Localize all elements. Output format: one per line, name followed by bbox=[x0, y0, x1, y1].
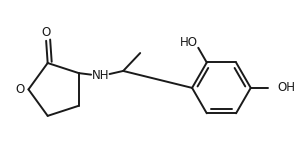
Text: NH: NH bbox=[92, 69, 110, 82]
Text: HO: HO bbox=[179, 36, 197, 49]
Text: O: O bbox=[15, 83, 25, 96]
Text: OH: OH bbox=[277, 81, 295, 94]
Text: O: O bbox=[41, 26, 51, 39]
